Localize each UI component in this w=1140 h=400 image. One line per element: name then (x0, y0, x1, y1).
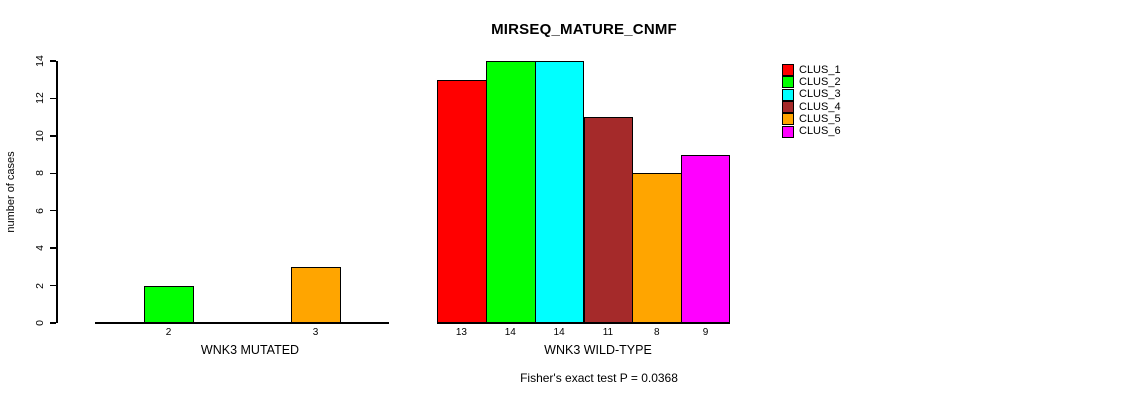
bar-wnk3-wild-type-clus-4 (583, 117, 634, 323)
bar-wnk3-wild-type-clus-5 (632, 173, 683, 323)
y-axis-tick (50, 247, 56, 249)
legend: CLUS_1 CLUS_2 CLUS_3 CLUS_4 CLUS_5 CLUS_6 (782, 64, 841, 138)
y-axis-tick (50, 97, 56, 100)
bar-value-label: 13 (455, 327, 467, 338)
legend-item-clus-6: CLUS_6 (782, 125, 841, 138)
legend-item-clus-3: CLUS_3 (782, 88, 841, 101)
bar-wnk3-wild-type-clus-2 (485, 61, 536, 323)
y-axis-tick-label: 8 (34, 170, 46, 177)
legend-swatch (782, 113, 794, 126)
y-axis-tick (50, 60, 56, 62)
y-axis-tick (50, 209, 56, 212)
group-label-wnk3-mutated: WNK3 MUTATED (200, 343, 300, 357)
bar-value-label: 9 (702, 327, 709, 338)
y-axis-tick (50, 284, 56, 287)
legend-swatch (782, 101, 794, 114)
legend-label: CLUS_4 (799, 100, 841, 113)
legend-swatch (782, 76, 794, 89)
y-axis-tick-label: 14 (34, 55, 46, 67)
y-axis-tick-label: 4 (34, 245, 46, 252)
bar-value-label: 14 (553, 327, 565, 338)
y-axis-tick-label: 2 (34, 282, 46, 289)
bar-value-label: 8 (653, 327, 660, 338)
bar-wnk3-wild-type-clus-6 (681, 154, 730, 323)
legend-label: CLUS_6 (799, 125, 841, 138)
legend-label: CLUS_2 (799, 75, 841, 88)
legend-label: CLUS_5 (799, 112, 841, 125)
bar-wnk3-mutated-clus-5 (291, 266, 341, 323)
legend-swatch (782, 125, 794, 138)
y-axis-tick-label: 10 (34, 130, 46, 142)
legend-item-clus-5: CLUS_5 (782, 112, 841, 126)
y-axis-line (56, 61, 58, 323)
y-axis-tick-label: 0 (34, 320, 46, 326)
chart-title: MIRSEQ_MATURE_CNMF (491, 21, 677, 38)
bar-value-label: 2 (165, 327, 172, 338)
legend-item-clus-4: CLUS_4 (782, 100, 841, 114)
legend-item-clus-2: CLUS_2 (782, 75, 841, 89)
y-axis-tick-label: 12 (34, 92, 46, 105)
chart-annotation: Fisher's exact test P = 0.0368 (520, 371, 678, 385)
legend-swatch (782, 64, 794, 77)
y-axis-tick-label: 6 (34, 207, 46, 214)
y-axis-tick (50, 322, 56, 324)
bar-wnk3-wild-type-clus-3 (534, 61, 585, 323)
bar-value-label: 3 (312, 327, 319, 338)
legend-swatch (782, 88, 794, 101)
bar-value-label: 14 (504, 327, 516, 338)
y-axis-tick (50, 172, 56, 175)
legend-label: CLUS_1 (799, 63, 841, 76)
baseline-wnk3-mutated (95, 322, 389, 324)
legend-item-clus-1: CLUS_1 (782, 63, 841, 77)
legend-label: CLUS_3 (799, 88, 841, 101)
bar-value-label: 11 (602, 327, 614, 338)
bar-wnk3-mutated-clus-2 (144, 285, 194, 323)
bar-wnk3-wild-type-clus-1 (437, 79, 487, 323)
group-label-wnk3-wild-type: WNK3 WILD-TYPE (544, 343, 652, 357)
y-axis-tick (50, 135, 56, 137)
